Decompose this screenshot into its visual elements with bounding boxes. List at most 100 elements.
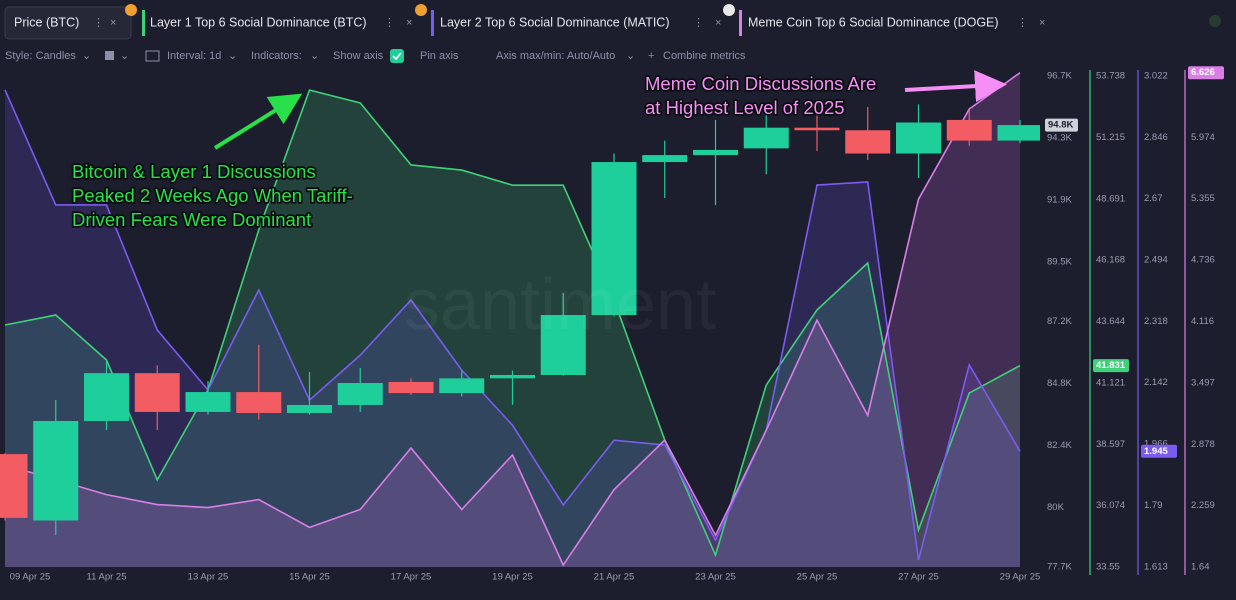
dropdown-caret: ⌄ — [82, 50, 91, 62]
tab-menu[interactable]: ⋮ — [384, 17, 395, 29]
arrow — [213, 93, 303, 150]
tab-close[interactable]: × — [110, 17, 116, 29]
y-tick-label: 38.597 — [1096, 439, 1125, 450]
area-fill — [5, 90, 1020, 568]
plus-icon: + — [648, 50, 654, 62]
area-fill — [5, 72, 1020, 568]
control[interactable]: Combine metrics — [663, 50, 746, 62]
tab-icon — [723, 4, 735, 16]
tab-color — [739, 10, 742, 36]
tab-close[interactable]: × — [406, 17, 412, 29]
y-tick-label: 46.168 — [1096, 255, 1125, 266]
y-tick-label: 53.738 — [1096, 71, 1125, 82]
control[interactable]: Style: Candles — [5, 50, 76, 62]
candle-body — [439, 378, 485, 394]
y-tick-label: 43.644 — [1096, 316, 1125, 327]
status-dot — [1209, 15, 1221, 27]
candle-body — [388, 381, 434, 394]
y-tick-label: 2.494 — [1144, 255, 1168, 266]
checkmark — [392, 52, 402, 61]
control[interactable]: Pin axis — [420, 50, 459, 62]
tab-menu[interactable]: ⋮ — [93, 17, 104, 29]
x-tick-label: 15 Apr 25 — [289, 572, 330, 583]
candle-body — [0, 454, 28, 518]
candle-body — [185, 392, 231, 412]
control[interactable]: Indicators: — [251, 50, 302, 62]
tab-icon — [125, 4, 137, 16]
annotation: at Highest Level of 2025 — [645, 97, 845, 118]
tab-menu[interactable]: ⋮ — [1017, 17, 1028, 29]
candle-body — [794, 127, 840, 131]
x-tick-label: 29 Apr 25 — [1000, 572, 1041, 583]
dropdown-caret: ⌄ — [310, 50, 319, 62]
value-badge — [1141, 444, 1177, 458]
x-tick-label: 13 Apr 25 — [188, 572, 229, 583]
annotation: Peaked 2 Weeks Ago When Tariff- — [72, 185, 353, 206]
value-badge-label: 41.831 — [1096, 360, 1126, 371]
price-badge — [1045, 118, 1078, 132]
candle-body — [743, 127, 789, 149]
tab-active[interactable] — [4, 6, 132, 40]
y-tick-label: 89.5K — [1047, 257, 1072, 268]
y-tick-label: 96.7K — [1047, 71, 1072, 82]
y-tick-label: 2.846 — [1144, 132, 1168, 143]
control[interactable]: Show axis — [333, 50, 384, 62]
control[interactable]: Interval: 1d — [167, 50, 221, 62]
x-tick-label: 19 Apr 25 — [492, 572, 533, 583]
annotations: Bitcoin & Layer 1 Discussions Peaked 2 We… — [70, 71, 878, 232]
tab-close[interactable]: × — [715, 17, 721, 29]
dropdown-caret: ⌄ — [626, 50, 635, 62]
y-tick-label: 94.3K — [1047, 133, 1072, 144]
y-tick-label: 1.966 — [1144, 439, 1168, 450]
x-tick-label: 21 Apr 25 — [594, 572, 635, 583]
color-swatch[interactable] — [105, 51, 114, 60]
y-tick-label: 33.55 — [1096, 562, 1120, 573]
area-fill — [5, 89, 1020, 567]
tab-color — [431, 10, 434, 36]
candle-body — [845, 130, 891, 154]
tab[interactable]: Layer 1 Top 6 Social Dominance (BTC) — [150, 15, 367, 29]
y-tick-label: 4.736 — [1191, 255, 1215, 266]
candle-body — [946, 119, 992, 141]
x-tick-label: 27 Apr 25 — [898, 572, 939, 583]
line — [4, 89, 1021, 558]
y-tick-label: 1.64 — [1191, 562, 1210, 573]
y-tick-label: 80K — [1047, 502, 1065, 513]
line — [4, 89, 1021, 561]
tab[interactable]: Layer 2 Top 6 Social Dominance (MATIC) — [440, 15, 670, 29]
y-tick-label: 91.9K — [1047, 195, 1072, 206]
control[interactable]: Axis max/min: Auto/Auto — [496, 50, 615, 62]
y-tick-label: 2.67 — [1144, 193, 1163, 204]
candle-body — [997, 125, 1040, 141]
y-tick-label: 3.497 — [1191, 377, 1215, 388]
y-tick-label: 84.8K — [1047, 378, 1072, 389]
x-tick-label: 11 Apr 25 — [87, 572, 127, 583]
tab-menu[interactable]: ⋮ — [693, 17, 704, 29]
tab-close[interactable]: × — [1039, 17, 1045, 29]
checkbox[interactable] — [390, 49, 404, 63]
tab[interactable]: Price (BTC) — [14, 15, 79, 29]
y-tick-label: 2.878 — [1191, 439, 1215, 450]
candle-body — [540, 315, 586, 375]
candle-body — [84, 373, 129, 421]
plot-area — [0, 72, 1040, 568]
y-tick-label: 48.691 — [1096, 193, 1125, 204]
y-tick-label: 1.79 — [1144, 500, 1163, 511]
y-tick-label: 5.355 — [1191, 193, 1215, 204]
calendar-icon — [145, 50, 160, 62]
y-tick-label: 2.259 — [1191, 500, 1215, 511]
candle-body — [134, 373, 180, 412]
y-tick-label: 4.116 — [1191, 316, 1214, 327]
candle-body — [33, 420, 79, 521]
value-badge-label: 6.626 — [1191, 67, 1215, 78]
tab[interactable]: Meme Coin Top 6 Social Dominance (DOGE) — [748, 15, 999, 29]
arrow — [904, 70, 1007, 103]
x-tick-label: 23 Apr 25 — [695, 572, 736, 583]
x-tick-label: 25 Apr 25 — [797, 572, 838, 583]
candle-body — [693, 149, 738, 156]
line — [4, 72, 1021, 567]
y-tick-label: 3.022 — [1144, 71, 1168, 82]
dropdown-caret: ⌄ — [120, 50, 129, 62]
candle-body — [591, 162, 637, 316]
